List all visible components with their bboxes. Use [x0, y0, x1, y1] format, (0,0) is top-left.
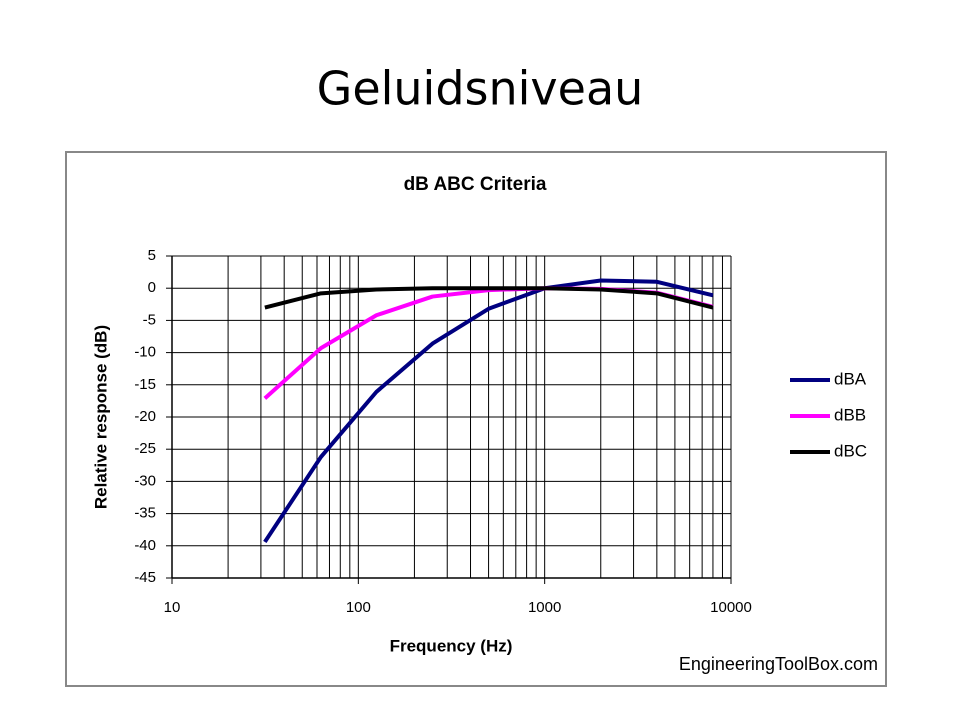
- y-axis-label: Relative response (dB): [91, 325, 110, 509]
- y-tick-label: -45: [134, 569, 156, 586]
- y-tick-label: -35: [134, 505, 156, 522]
- x-tick-label: 10000: [710, 599, 752, 616]
- legend-label: dBB: [834, 405, 866, 424]
- data-line: [264, 286, 714, 310]
- source-note: EngineeringToolBox.com: [679, 654, 878, 674]
- chart-frame: [65, 151, 887, 687]
- x-tick-label: 10: [164, 599, 181, 616]
- y-tick-label: 5: [148, 247, 156, 264]
- y-tick-label: 0: [148, 279, 156, 296]
- x-tick-label: 1000: [528, 599, 561, 616]
- data-line: [263, 278, 714, 544]
- x-axis-label: Frequency (Hz): [390, 636, 513, 655]
- legend-label: dBA: [834, 369, 867, 388]
- y-tick-label: -10: [134, 344, 156, 361]
- y-tick-label: -15: [134, 376, 156, 393]
- x-tick-label: 100: [346, 599, 371, 616]
- legend-label: dBC: [834, 441, 867, 460]
- y-tick-label: -40: [134, 537, 156, 554]
- slide-title: Geluidsniveau: [317, 62, 644, 116]
- y-tick-label: -20: [134, 408, 156, 425]
- y-tick-label: -25: [134, 440, 156, 457]
- chart-title: dB ABC Criteria: [404, 174, 547, 195]
- y-tick-label: -5: [143, 311, 156, 328]
- y-tick-label: -30: [134, 472, 156, 489]
